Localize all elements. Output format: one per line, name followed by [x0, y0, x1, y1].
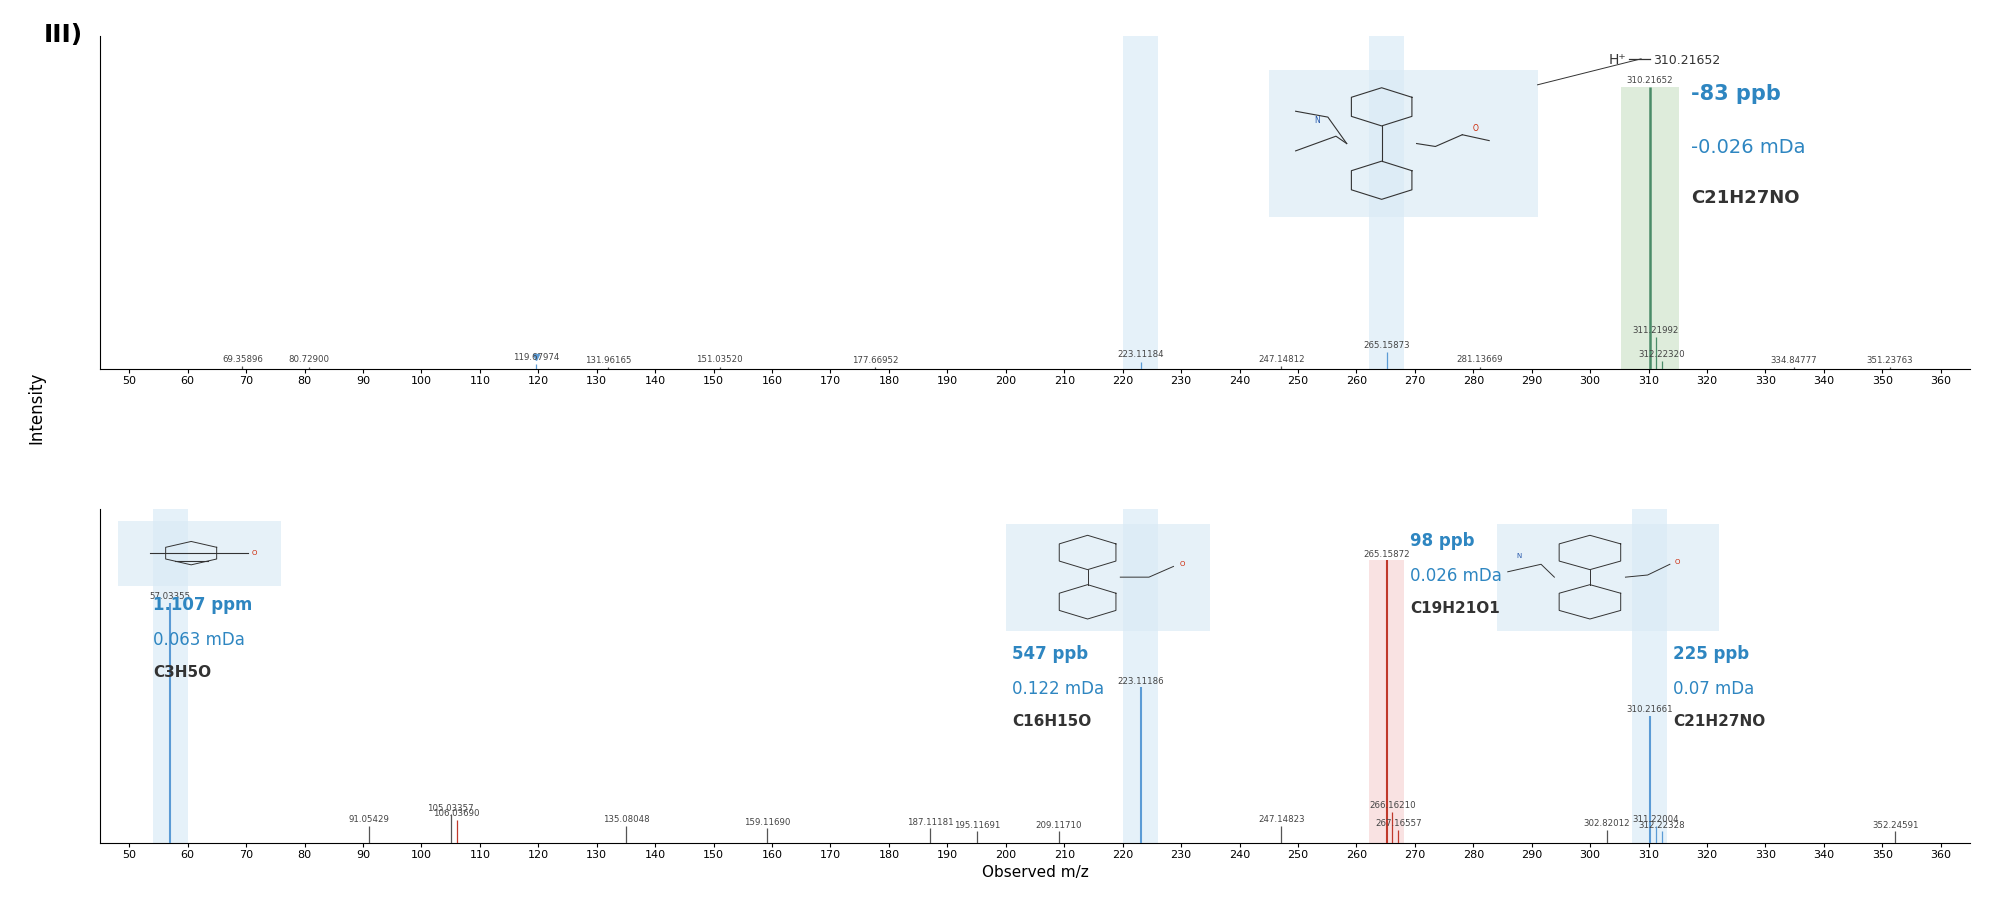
Text: 0.063 mDa: 0.063 mDa — [152, 631, 244, 649]
Text: 265.15872: 265.15872 — [1364, 550, 1410, 558]
Text: 135.08048: 135.08048 — [604, 814, 650, 824]
Text: 311.22004: 311.22004 — [1632, 814, 1680, 824]
Text: 223.11186: 223.11186 — [1118, 677, 1164, 686]
Bar — [1124, 509, 1158, 843]
Text: O: O — [252, 550, 258, 556]
Text: 209.11710: 209.11710 — [1036, 821, 1082, 830]
Text: 98 ppb: 98 ppb — [1410, 532, 1474, 550]
Text: 0.026 mDa: 0.026 mDa — [1410, 567, 1502, 585]
Text: 57.03355: 57.03355 — [150, 592, 190, 601]
Text: 247.14812: 247.14812 — [1258, 355, 1304, 364]
Text: -83 ppb: -83 ppb — [1690, 84, 1780, 104]
Text: 266.16210: 266.16210 — [1370, 801, 1416, 810]
Text: 247.14823: 247.14823 — [1258, 814, 1304, 824]
Text: 310.21661: 310.21661 — [1626, 705, 1674, 714]
Bar — [152, 509, 188, 843]
Text: 195.11691: 195.11691 — [954, 821, 1000, 830]
Text: III): III) — [44, 23, 84, 46]
Text: 91.05429: 91.05429 — [348, 814, 390, 824]
Text: N: N — [1314, 116, 1320, 124]
Text: 351.23763: 351.23763 — [1866, 356, 1912, 365]
Text: C21H27NO: C21H27NO — [1690, 188, 1800, 207]
Bar — [1620, 87, 1680, 370]
Text: 177.66952: 177.66952 — [852, 356, 898, 365]
Text: 187.11181: 187.11181 — [908, 818, 954, 827]
Text: 69.35896: 69.35896 — [222, 355, 262, 364]
Text: C3H5O: C3H5O — [152, 665, 210, 680]
Bar — [1006, 524, 1210, 631]
Bar — [1268, 70, 1538, 217]
Text: 310.21652: 310.21652 — [1626, 76, 1674, 85]
Text: 223.11184: 223.11184 — [1118, 351, 1164, 360]
Text: 159.11690: 159.11690 — [744, 818, 790, 827]
Text: H⁺: H⁺ — [1608, 53, 1626, 67]
Text: Intensity: Intensity — [28, 371, 44, 444]
Text: 281.13669: 281.13669 — [1456, 355, 1504, 364]
Bar — [1632, 509, 1668, 843]
Text: 312.22328: 312.22328 — [1638, 821, 1684, 830]
Text: 0.07 mDa: 0.07 mDa — [1674, 680, 1754, 699]
Text: O: O — [1674, 559, 1680, 565]
Text: 334.84777: 334.84777 — [1770, 356, 1818, 365]
Text: 267.16557: 267.16557 — [1374, 819, 1422, 828]
Bar — [1496, 524, 1718, 631]
Text: 106.03690: 106.03690 — [434, 809, 480, 818]
Bar — [1370, 560, 1404, 843]
Text: C16H15O: C16H15O — [1012, 714, 1092, 729]
Text: 352.24591: 352.24591 — [1872, 821, 1918, 830]
Text: 105.03357: 105.03357 — [428, 804, 474, 813]
Text: 0.122 mDa: 0.122 mDa — [1012, 680, 1104, 699]
Text: O: O — [1180, 562, 1186, 567]
Text: C21H27NO: C21H27NO — [1674, 714, 1766, 729]
Text: C19H21O1: C19H21O1 — [1410, 602, 1500, 616]
Text: 1.107 ppm: 1.107 ppm — [152, 595, 252, 613]
Text: 131.96165: 131.96165 — [584, 356, 632, 365]
Bar — [1370, 36, 1404, 370]
Text: 151.03520: 151.03520 — [696, 355, 742, 364]
X-axis label: Observed m/z: Observed m/z — [982, 865, 1088, 880]
Text: 80.72900: 80.72900 — [288, 355, 330, 364]
Text: O: O — [1472, 124, 1478, 133]
Text: 311.21992: 311.21992 — [1632, 325, 1678, 334]
Text: 312.22320: 312.22320 — [1638, 350, 1684, 359]
Bar — [1124, 36, 1158, 370]
Text: 119.67974: 119.67974 — [514, 353, 560, 362]
Text: 310.21652: 310.21652 — [1652, 54, 1720, 67]
Text: 265.15873: 265.15873 — [1364, 342, 1410, 351]
Text: N: N — [1516, 553, 1522, 559]
Bar — [118, 521, 282, 585]
Text: 547 ppb: 547 ppb — [1012, 645, 1088, 663]
Text: 225 ppb: 225 ppb — [1674, 645, 1750, 663]
Text: 302.82012: 302.82012 — [1584, 819, 1630, 828]
Text: -0.026 mDa: -0.026 mDa — [1690, 138, 1806, 157]
